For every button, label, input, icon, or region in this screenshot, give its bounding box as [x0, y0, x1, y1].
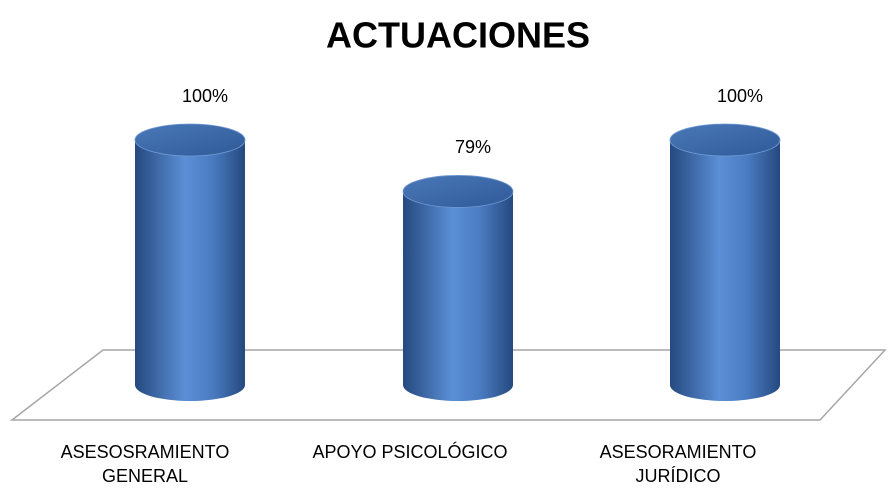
- cylinder: [403, 191, 513, 401]
- x-tick-label: ASESORAMIENTO JURÍDICO: [599, 442, 757, 486]
- floor: [9, 349, 887, 421]
- chart-title: ACTUACIONES: [326, 15, 590, 56]
- cylinder: [670, 140, 780, 401]
- x-tick-label: APOYO PSICOLÓGICO: [312, 442, 508, 462]
- value-label: 79%: [455, 137, 491, 157]
- value-label: 100%: [182, 86, 228, 106]
- x-tick-label: ASESOSRAMIENTO GENERAL: [60, 442, 230, 486]
- cylinder: [135, 140, 245, 401]
- value-label: 100%: [717, 86, 763, 106]
- cylinder-top: [134, 123, 246, 157]
- cylinder-top: [402, 175, 514, 208]
- cylinder-top: [669, 123, 781, 157]
